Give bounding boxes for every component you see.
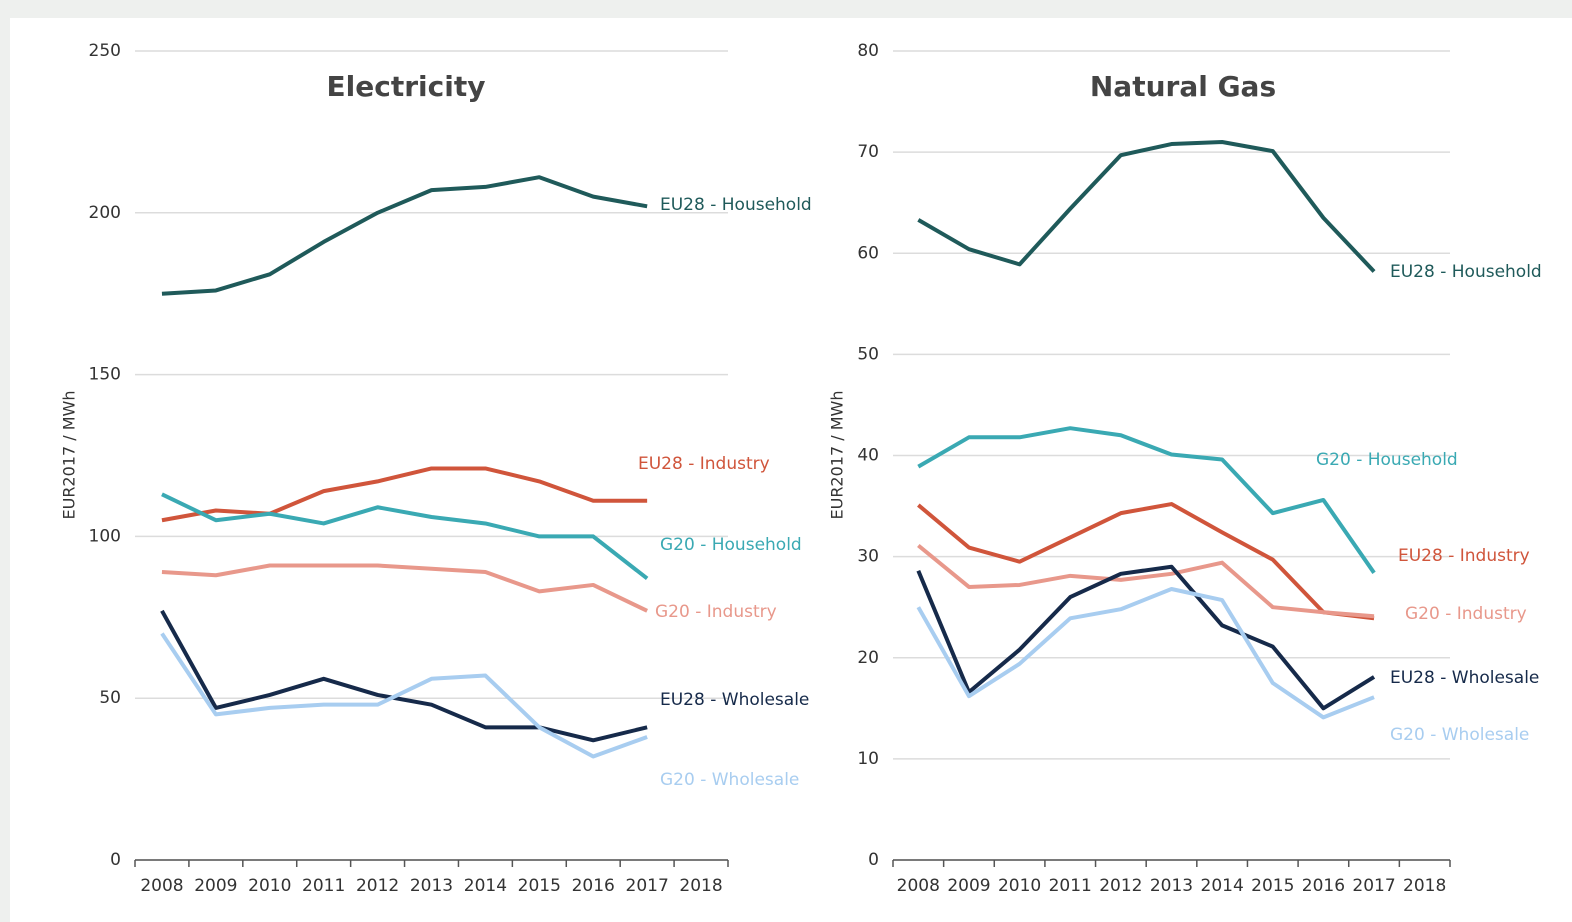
series-line (916, 564, 1376, 711)
x-tick-label: 2008 (897, 876, 940, 896)
y-axis-label: EUR2017 / MWh (60, 391, 79, 520)
y-tick-label: 100 (89, 526, 121, 546)
y-tick-label: 50 (857, 344, 879, 364)
series-label: EU28 - Wholesale (660, 690, 809, 710)
series-line (160, 609, 648, 743)
y-tick-label: 50 (99, 688, 121, 708)
series-label: EU28 - Wholesale (1390, 668, 1539, 688)
y-tick-label: 200 (89, 203, 121, 223)
y-tick-label: 250 (89, 41, 121, 61)
y-tick-label: 40 (857, 446, 879, 466)
chart-title: Natural Gas (1090, 70, 1276, 103)
series-line (917, 502, 1375, 621)
x-tick-label: 2012 (356, 876, 399, 896)
chart-title: Electricity (327, 70, 486, 103)
series-label: EU28 - Industry (638, 454, 770, 474)
x-tick-label: 2013 (1150, 876, 1193, 896)
x-tick-label: 2015 (1251, 876, 1294, 896)
x-tick-label: 2015 (518, 876, 561, 896)
series-label: G20 - Household (660, 535, 802, 555)
series-line (161, 175, 648, 296)
x-tick-label: 2009 (947, 876, 990, 896)
y-tick-label: 150 (89, 365, 121, 385)
series-label: G20 - Industry (1405, 604, 1527, 624)
x-tick-label: 2011 (1049, 876, 1092, 896)
y-tick-label: 0 (868, 850, 879, 870)
y-tick-label: 0 (110, 850, 121, 870)
series-line (917, 140, 1376, 273)
series-line (160, 632, 648, 759)
series-line (917, 543, 1375, 619)
y-tick-label: 80 (857, 41, 879, 61)
series-label: G20 - Household (1316, 450, 1458, 470)
panel (10, 18, 1572, 922)
x-tick-label: 2008 (140, 876, 183, 896)
series-line (161, 563, 649, 613)
x-tick-label: 2018 (679, 876, 722, 896)
y-tick-label: 70 (857, 142, 879, 162)
x-tick-label: 2013 (410, 876, 453, 896)
series-line (161, 492, 649, 581)
x-tick-label: 2010 (248, 876, 291, 896)
series-label: G20 - Industry (655, 602, 777, 622)
x-tick-label: 2009 (194, 876, 237, 896)
series-label: EU28 - Industry (1398, 546, 1530, 566)
x-tick-label: 2014 (464, 876, 507, 896)
y-tick-label: 10 (857, 749, 879, 769)
y-tick-label: 30 (857, 547, 879, 567)
x-tick-label: 2018 (1403, 876, 1446, 896)
y-axis-label: EUR2017 / MWh (828, 391, 847, 520)
series-label: G20 - Wholesale (660, 770, 799, 790)
series-line (916, 586, 1375, 720)
x-tick-label: 2010 (998, 876, 1041, 896)
x-tick-label: 2016 (1302, 876, 1345, 896)
y-tick-label: 20 (857, 648, 879, 668)
x-tick-label: 2012 (1099, 876, 1142, 896)
series-label: EU28 - Household (660, 195, 812, 215)
series-label: EU28 - Household (1390, 262, 1542, 282)
x-tick-label: 2017 (626, 876, 669, 896)
series-line (161, 466, 648, 523)
series-label: G20 - Wholesale (1390, 725, 1529, 745)
x-tick-label: 2011 (302, 876, 345, 896)
series-line (917, 426, 1376, 574)
x-tick-label: 2017 (1352, 876, 1395, 896)
y-tick-label: 60 (857, 243, 879, 263)
x-tick-label: 2016 (572, 876, 615, 896)
x-tick-label: 2014 (1201, 876, 1244, 896)
